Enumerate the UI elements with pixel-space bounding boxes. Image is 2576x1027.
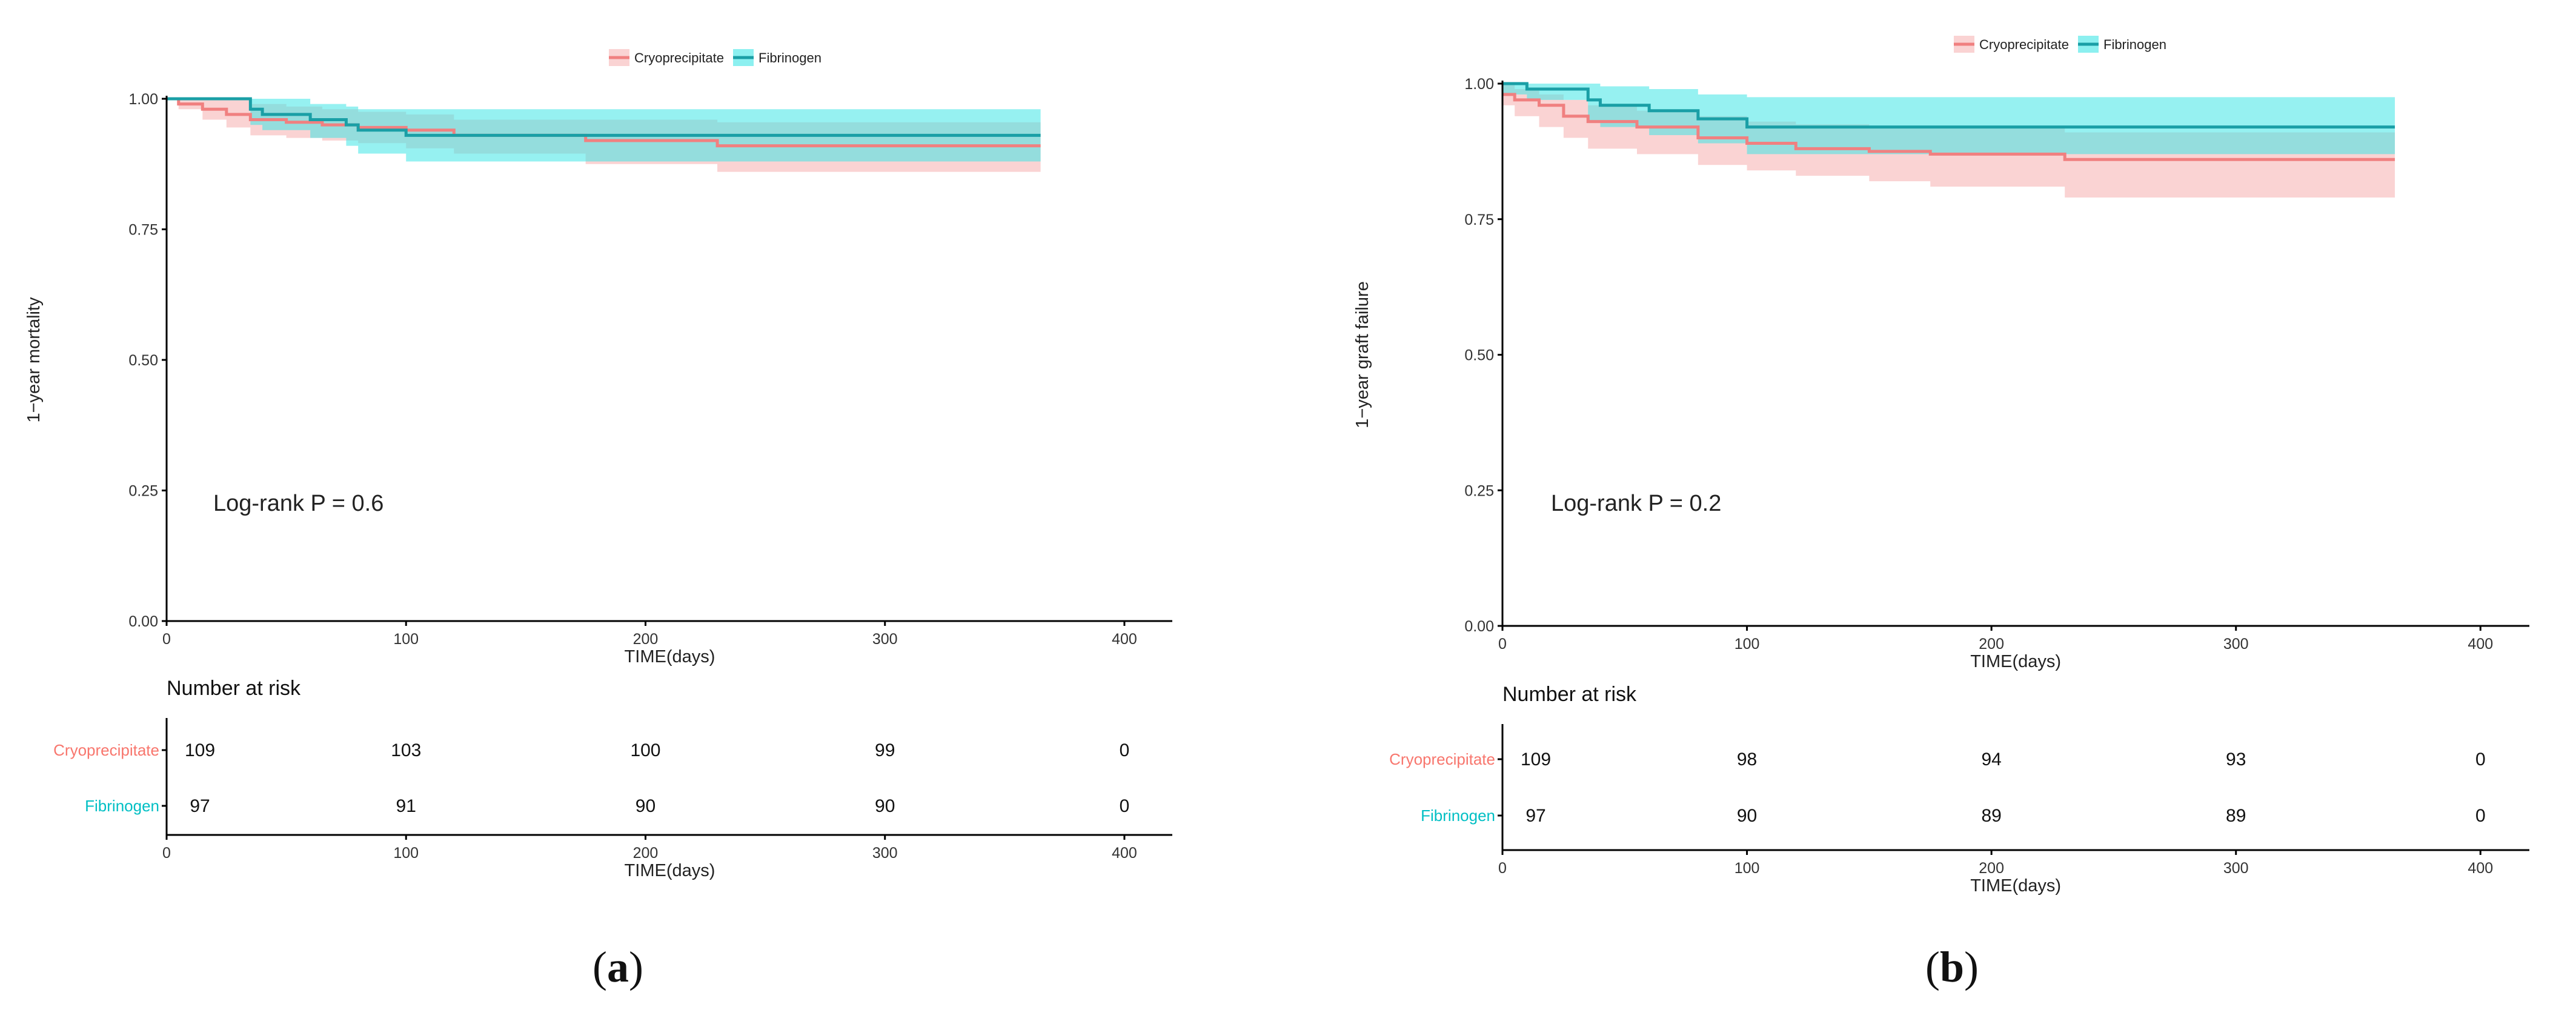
risk-row-label-cryoprecipitate: Cryoprecipitate xyxy=(53,741,159,759)
legend-label-cryoprecipitate: Cryoprecipitate xyxy=(1979,37,2069,52)
legend: Cryoprecipitate Fibrinogen xyxy=(1954,36,2166,53)
risk-cell: 100 xyxy=(630,740,660,760)
x-tick-label: 300 xyxy=(2223,636,2249,653)
risk-cell: 89 xyxy=(2226,806,2246,826)
risk-cell: 0 xyxy=(1120,796,1130,816)
x-axis-title: TIME(days) xyxy=(1970,652,2061,671)
risk-row-label-fibrinogen: Fibrinogen xyxy=(1421,806,1495,825)
risk-cell: 97 xyxy=(1525,806,1545,826)
risk-cell: 0 xyxy=(1120,740,1130,760)
km-panel-a: Cryoprecipitate Fibrinogen 0.00 0.25 0.50 0.7… xyxy=(24,49,1172,991)
y-tick-label: 0.75 xyxy=(128,222,158,239)
risk-cell: 91 xyxy=(396,796,416,816)
x-tick-label: 0 xyxy=(162,631,171,648)
risk-cell: 97 xyxy=(190,796,210,816)
log-rank-annotation: Log-rank P = 0.2 xyxy=(1551,491,1721,516)
y-tick-label: 0.25 xyxy=(1464,482,1494,499)
y-tick-label: 0.50 xyxy=(128,352,158,369)
panel-label: (a) xyxy=(593,943,643,991)
y-tick-label: 0.00 xyxy=(128,613,158,630)
risk-x-tick-label: 0 xyxy=(162,845,171,862)
risk-cell: 109 xyxy=(1521,749,1551,769)
risk-table-title: Number at risk xyxy=(1502,683,1637,706)
x-tick-label: 400 xyxy=(2468,636,2493,653)
x-tick-label: 300 xyxy=(872,631,898,648)
risk-x-tick-label: 0 xyxy=(1498,860,1507,877)
x-tick-label: 100 xyxy=(1734,636,1760,653)
km-panel-b: Cryoprecipitate Fibrinogen 0.00 0.25 0.50 0.7… xyxy=(1353,36,2529,991)
risk-x-tick-label: 100 xyxy=(393,845,419,862)
risk-cell: 90 xyxy=(1737,806,1757,826)
risk-cell: 98 xyxy=(1737,749,1757,769)
risk-x-tick-label: 400 xyxy=(1112,845,1137,862)
panel-label: (b) xyxy=(1925,943,1979,991)
ci-band-fibrinogen xyxy=(167,99,1041,162)
risk-table-title: Number at risk xyxy=(167,677,301,700)
x-tick-label: 200 xyxy=(633,631,659,648)
x-tick-label: 100 xyxy=(393,631,419,648)
risk-cell: 103 xyxy=(391,740,421,760)
risk-cell: 90 xyxy=(636,796,656,816)
x-tick-label: 400 xyxy=(1112,631,1137,648)
risk-cell: 0 xyxy=(2475,749,2486,769)
risk-row-label-cryoprecipitate: Cryoprecipitate xyxy=(1389,750,1495,768)
risk-x-axis-title: TIME(days) xyxy=(1970,876,2061,896)
legend-label-fibrinogen: Fibrinogen xyxy=(759,50,822,65)
survival-line-cryoprecipitate xyxy=(1502,93,2395,161)
risk-x-tick-label: 100 xyxy=(1734,860,1760,877)
risk-cell: 99 xyxy=(875,740,895,760)
risk-x-tick-label: 400 xyxy=(2468,860,2493,877)
legend: Cryoprecipitate Fibrinogen xyxy=(609,49,822,66)
y-tick-label: 1.00 xyxy=(1464,76,1494,93)
risk-cell: 0 xyxy=(2475,806,2486,826)
x-tick-label: 200 xyxy=(1979,636,2004,653)
risk-x-tick-label: 300 xyxy=(2223,860,2249,877)
risk-x-tick-label: 200 xyxy=(633,845,659,862)
x-tick-label: 0 xyxy=(1498,636,1507,653)
survival-line-fibrinogen xyxy=(167,97,1041,137)
risk-cell: 94 xyxy=(1981,749,2001,769)
legend-label-fibrinogen: Fibrinogen xyxy=(2103,37,2166,52)
y-tick-label: 0.75 xyxy=(1464,211,1494,228)
risk-x-tick-label: 300 xyxy=(872,845,898,862)
risk-cell: 90 xyxy=(875,796,895,816)
risk-x-axis-title: TIME(days) xyxy=(625,861,715,880)
y-tick-label: 0.50 xyxy=(1464,347,1494,364)
x-axis-title: TIME(days) xyxy=(625,647,715,666)
legend-label-cryoprecipitate: Cryoprecipitate xyxy=(634,50,724,65)
risk-row-label-fibrinogen: Fibrinogen xyxy=(85,797,159,815)
y-tick-label: 0.25 xyxy=(128,483,158,500)
y-axis-title: 1−year graft failure xyxy=(1353,281,1372,428)
y-tick-label: 1.00 xyxy=(128,91,158,108)
log-rank-annotation: Log-rank P = 0.6 xyxy=(213,491,383,516)
risk-x-tick-label: 200 xyxy=(1979,860,2004,877)
risk-cell: 93 xyxy=(2226,749,2246,769)
risk-cell: 89 xyxy=(1981,806,2001,826)
y-tick-label: 0.00 xyxy=(1464,618,1494,635)
survival-line-fibrinogen xyxy=(1502,82,2395,129)
y-axis-title: 1−year mortality xyxy=(24,297,44,423)
risk-cell: 109 xyxy=(185,740,215,760)
